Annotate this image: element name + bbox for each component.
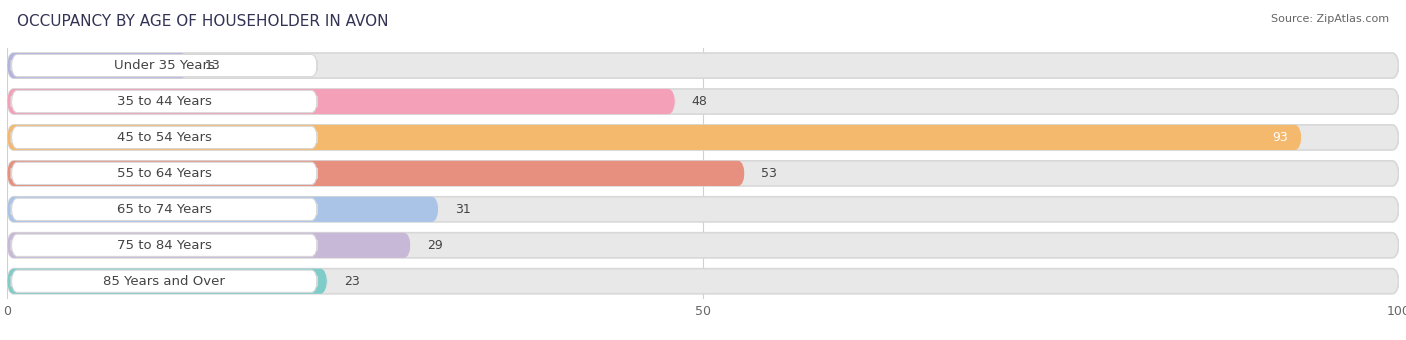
FancyBboxPatch shape [7,161,1399,186]
FancyBboxPatch shape [7,53,1399,78]
Text: 35 to 44 Years: 35 to 44 Years [117,95,212,108]
FancyBboxPatch shape [7,197,1399,222]
Text: 45 to 54 Years: 45 to 54 Years [117,131,212,144]
Text: 23: 23 [344,275,360,288]
Text: 75 to 84 Years: 75 to 84 Years [117,239,212,252]
Text: 29: 29 [427,239,443,252]
Text: OCCUPANCY BY AGE OF HOUSEHOLDER IN AVON: OCCUPANCY BY AGE OF HOUSEHOLDER IN AVON [17,14,388,29]
FancyBboxPatch shape [11,126,318,149]
FancyBboxPatch shape [11,270,318,292]
Text: Under 35 Years: Under 35 Years [114,59,215,72]
FancyBboxPatch shape [11,234,318,256]
Text: 55 to 64 Years: 55 to 64 Years [117,167,212,180]
FancyBboxPatch shape [11,90,318,113]
FancyBboxPatch shape [11,162,318,185]
Text: 13: 13 [205,59,221,72]
FancyBboxPatch shape [7,197,439,222]
FancyBboxPatch shape [7,233,1399,258]
FancyBboxPatch shape [7,89,1399,114]
FancyBboxPatch shape [7,89,675,114]
FancyBboxPatch shape [11,198,318,220]
Text: 53: 53 [762,167,778,180]
FancyBboxPatch shape [11,54,318,77]
FancyBboxPatch shape [7,269,1399,294]
Text: 31: 31 [456,203,471,216]
Text: 93: 93 [1272,131,1288,144]
FancyBboxPatch shape [7,53,188,78]
FancyBboxPatch shape [7,233,411,258]
FancyBboxPatch shape [7,161,745,186]
Text: 48: 48 [692,95,707,108]
Text: 65 to 74 Years: 65 to 74 Years [117,203,212,216]
Text: 85 Years and Over: 85 Years and Over [104,275,225,288]
FancyBboxPatch shape [7,125,1302,150]
Text: Source: ZipAtlas.com: Source: ZipAtlas.com [1271,14,1389,23]
FancyBboxPatch shape [7,269,328,294]
FancyBboxPatch shape [7,125,1399,150]
